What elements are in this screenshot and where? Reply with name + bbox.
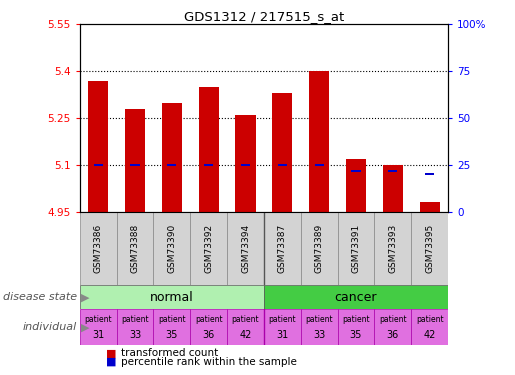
Text: 31: 31 [276, 330, 288, 340]
Text: 33: 33 [313, 330, 325, 340]
Text: transformed count: transformed count [121, 348, 218, 358]
Text: patient: patient [121, 315, 149, 324]
Text: 36: 36 [202, 330, 215, 340]
Bar [191, 309, 227, 345]
Bar [278, 164, 287, 166]
Bar [411, 212, 448, 285]
Bar [235, 115, 255, 212]
Text: GSM73394: GSM73394 [241, 224, 250, 273]
Bar [80, 309, 117, 345]
Bar [116, 212, 153, 285]
Bar [425, 173, 434, 176]
Text: 35: 35 [350, 330, 362, 340]
Bar [241, 164, 250, 166]
Bar [204, 164, 213, 166]
Text: GSM73389: GSM73389 [315, 224, 323, 273]
Bar [351, 170, 360, 172]
Bar [88, 81, 108, 212]
Text: 33: 33 [129, 330, 141, 340]
Text: 42: 42 [239, 330, 252, 340]
Text: patient: patient [232, 315, 260, 324]
Bar [264, 309, 301, 345]
Title: GDS1312 / 217515_s_at: GDS1312 / 217515_s_at [184, 10, 344, 23]
Text: patient: patient [342, 315, 370, 324]
Text: patient: patient [158, 315, 186, 324]
Bar [338, 309, 374, 345]
Text: patient: patient [84, 315, 112, 324]
Bar [388, 170, 398, 172]
Text: GSM73387: GSM73387 [278, 224, 287, 273]
Bar [167, 164, 177, 166]
Bar [420, 202, 440, 212]
Bar [125, 109, 145, 212]
Bar [301, 309, 338, 345]
Text: disease state: disease state [3, 292, 77, 302]
Bar [411, 309, 448, 345]
Bar [301, 212, 338, 285]
Bar [264, 285, 448, 309]
Bar [383, 165, 403, 212]
Text: patient: patient [195, 315, 222, 324]
Text: patient: patient [379, 315, 407, 324]
Text: ▶: ▶ [81, 322, 90, 332]
Text: percentile rank within the sample: percentile rank within the sample [121, 357, 297, 367]
Bar [153, 212, 191, 285]
Bar [346, 159, 366, 212]
Text: ■: ■ [106, 348, 116, 358]
Bar [227, 309, 264, 345]
Bar [80, 212, 117, 285]
Text: GSM73390: GSM73390 [167, 224, 176, 273]
Bar [153, 309, 191, 345]
Text: GSM73395: GSM73395 [425, 224, 434, 273]
Text: GSM73391: GSM73391 [352, 224, 360, 273]
Text: patient: patient [416, 315, 443, 324]
Bar [309, 71, 329, 212]
Text: 36: 36 [387, 330, 399, 340]
Bar [162, 102, 182, 212]
Text: GSM73393: GSM73393 [388, 224, 397, 273]
Bar [94, 164, 103, 166]
Bar [374, 309, 411, 345]
Bar [130, 164, 140, 166]
Bar [191, 212, 227, 285]
Bar [338, 212, 374, 285]
Text: GSM73388: GSM73388 [131, 224, 140, 273]
Text: ▶: ▶ [81, 292, 90, 302]
Text: patient: patient [268, 315, 296, 324]
Bar [199, 87, 219, 212]
Text: ■: ■ [106, 357, 116, 367]
Bar [315, 164, 324, 166]
Text: 35: 35 [166, 330, 178, 340]
Text: cancer: cancer [335, 291, 377, 304]
Text: GSM73392: GSM73392 [204, 224, 213, 273]
Bar [227, 212, 264, 285]
Text: patient: patient [305, 315, 333, 324]
Text: individual: individual [23, 322, 77, 332]
Bar [80, 285, 264, 309]
Bar [264, 212, 301, 285]
Text: normal: normal [150, 291, 194, 304]
Bar [374, 212, 411, 285]
Text: 42: 42 [423, 330, 436, 340]
Bar [272, 93, 293, 212]
Text: GSM73386: GSM73386 [94, 224, 102, 273]
Bar [116, 309, 153, 345]
Text: 31: 31 [92, 330, 105, 340]
